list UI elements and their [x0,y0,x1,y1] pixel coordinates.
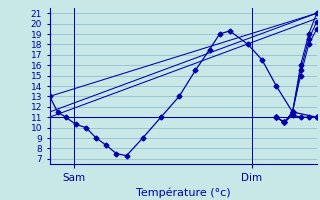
X-axis label: Température (°c): Température (°c) [136,187,230,198]
